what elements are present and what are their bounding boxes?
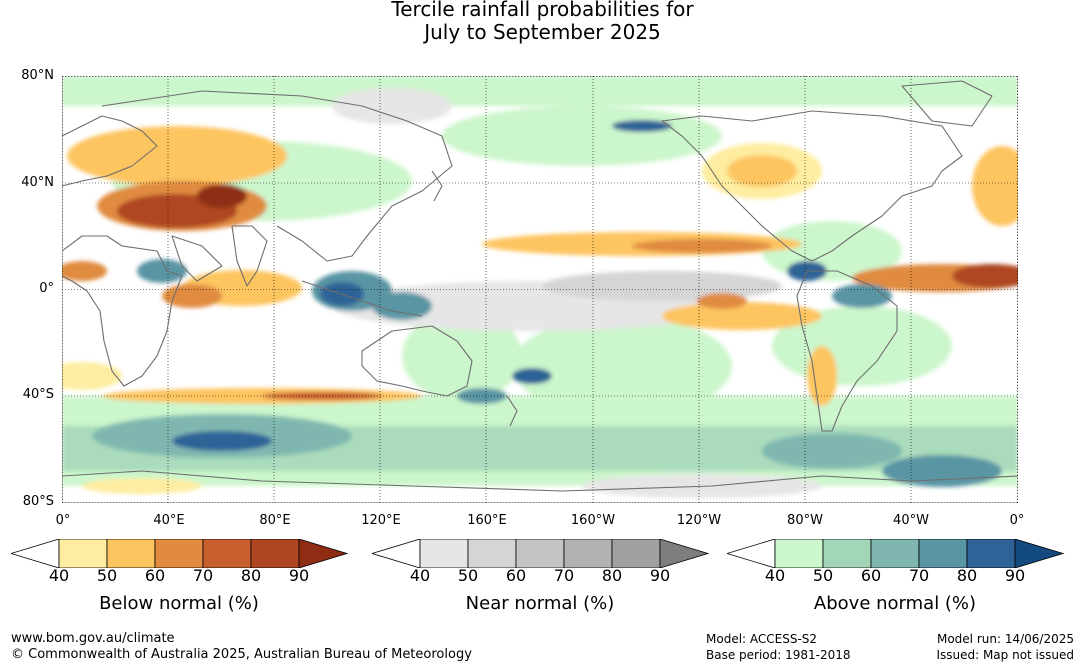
tick-label: 80 bbox=[956, 566, 978, 585]
tick-label: 80 bbox=[601, 566, 623, 585]
footer-copyright: © Commonwealth of Australia 2025, Austra… bbox=[11, 647, 472, 662]
tick-label: 90 bbox=[649, 566, 671, 585]
coastlines bbox=[62, 80, 1018, 492]
footer-model: Model: ACCESS-S2 bbox=[706, 632, 818, 646]
map-title-line2: July to September 2025 bbox=[424, 20, 661, 44]
lat-label-80n: 80°N bbox=[21, 68, 54, 83]
tick-label: 50 bbox=[96, 566, 118, 585]
footer-model-run: Model run: 14/06/2025 bbox=[936, 632, 1074, 646]
tick-label: 70 bbox=[553, 566, 575, 585]
tick-label: 90 bbox=[1004, 566, 1026, 585]
lon-label-160w: 160°W bbox=[570, 513, 616, 528]
legend-below-normal bbox=[11, 539, 349, 568]
footer-issued: Issued: Map not issued bbox=[936, 648, 1074, 662]
tick-label: 80 bbox=[240, 566, 262, 585]
colorbar-near-normal bbox=[372, 539, 710, 568]
lon-label-0-right: 0° bbox=[1009, 513, 1025, 528]
footer-site-link[interactable]: www.bom.gov.au/climate bbox=[11, 631, 175, 646]
lat-label-40n: 40°N bbox=[21, 175, 54, 190]
legend-above-normal bbox=[727, 539, 1065, 568]
colorbar-below-normal bbox=[11, 539, 349, 568]
probability-field bbox=[62, 76, 1018, 498]
lat-label-equator: 0° bbox=[39, 281, 54, 296]
tick-label: 60 bbox=[505, 566, 527, 585]
legend-title-near: Near normal (%) bbox=[465, 593, 615, 614]
lon-label-80w: 80°W bbox=[787, 513, 823, 528]
lat-label-40s: 40°S bbox=[22, 387, 54, 402]
tick-label: 90 bbox=[288, 566, 310, 585]
lon-label-0: 0° bbox=[55, 513, 71, 528]
lon-label-80e: 80°E bbox=[259, 513, 291, 528]
tick-label: 70 bbox=[192, 566, 214, 585]
tick-label: 50 bbox=[457, 566, 479, 585]
lat-label-80s: 80°S bbox=[22, 494, 54, 509]
colorbar-above-normal bbox=[727, 539, 1065, 568]
tick-label: 40 bbox=[409, 566, 431, 585]
lon-label-160e: 160°E bbox=[467, 513, 507, 528]
tick-label: 50 bbox=[812, 566, 834, 585]
tick-label: 40 bbox=[764, 566, 786, 585]
footer-base-period: Base period: 1981-2018 bbox=[706, 648, 851, 662]
lon-label-120e: 120°E bbox=[361, 513, 401, 528]
legend-near-normal bbox=[372, 539, 710, 568]
lon-label-120w: 120°W bbox=[676, 513, 722, 528]
tick-label: 60 bbox=[144, 566, 166, 585]
tick-label: 70 bbox=[908, 566, 930, 585]
tercile-map bbox=[62, 76, 1018, 503]
lon-label-40e: 40°E bbox=[153, 513, 185, 528]
lon-label-40w: 40°W bbox=[893, 513, 929, 528]
tick-label: 60 bbox=[860, 566, 882, 585]
map-title-line1: Tercile rainfall probabilities for bbox=[391, 0, 694, 21]
tick-label: 40 bbox=[48, 566, 70, 585]
legend-title-above: Above normal (%) bbox=[813, 593, 977, 614]
legend-title-below: Below normal (%) bbox=[99, 593, 259, 614]
